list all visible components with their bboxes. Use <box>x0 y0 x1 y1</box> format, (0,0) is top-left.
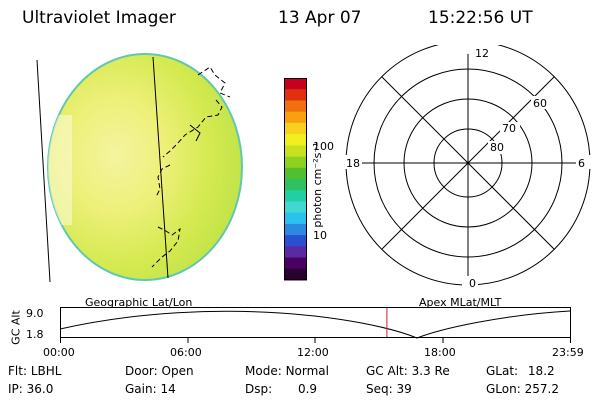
uv-earth-image <box>36 53 243 283</box>
glon-field: GLon: 257.2 <box>486 382 559 396</box>
altitude-plot-frame <box>60 307 571 338</box>
polar-diagonal <box>381 76 555 250</box>
mlat-label-60: 60 <box>533 97 547 110</box>
colorbar-block <box>284 235 307 247</box>
colorbar-block <box>284 78 307 90</box>
gain-label: Gain: <box>125 382 157 396</box>
door-field: Door: Open <box>125 364 194 378</box>
seq-value: 39 <box>396 382 412 396</box>
mode-label: Mode: <box>245 364 282 378</box>
colorbar-block <box>284 257 307 270</box>
alt-tick-9: 9.0 <box>26 307 44 320</box>
seq-label: Seq: <box>366 382 393 396</box>
mlt-label-18: 18 <box>346 157 360 170</box>
colorbar-block <box>284 201 307 214</box>
colorbar-tick-10: 10 <box>313 229 327 242</box>
gc-alt-field: GC Alt: 3.3 Re <box>366 364 450 378</box>
time-label: 15:22:56 UT <box>428 8 533 28</box>
x-tick-1800: 18:00 <box>424 346 456 359</box>
colorbar-block <box>284 89 307 101</box>
dsp-field: Dsp: 0.9 <box>245 382 317 396</box>
flt-value: LBHL <box>30 364 62 378</box>
mode-value: Normal <box>285 364 329 378</box>
apex-mlat-mlt-label: Apex MLat/MLT <box>419 296 502 309</box>
polar-mlat-mlt-plot <box>338 45 592 289</box>
gain-field: Gain: 14 <box>125 382 176 396</box>
gc-alt-label: GC Alt: <box>366 364 408 378</box>
ip-value: 36.0 <box>26 382 54 396</box>
mlat-label-70: 70 <box>502 122 516 135</box>
coastline <box>189 124 201 142</box>
seq-field: Seq: 39 <box>366 382 412 396</box>
x-tick-1200: 12:00 <box>297 346 329 359</box>
mlt-label-12: 12 <box>475 47 489 60</box>
colorbar-block <box>284 212 307 225</box>
flt-field: Flt: LBHL <box>8 364 61 378</box>
app-title: Ultraviolet Imager <box>22 8 176 28</box>
gain-value: 14 <box>160 382 176 396</box>
ip-label: IP: <box>8 382 23 396</box>
dsp-label: Dsp: <box>245 382 273 396</box>
colorbar-block <box>284 134 307 146</box>
glat-field: GLat: 18.2 <box>486 364 555 378</box>
mlt-label-0: 0 <box>469 277 476 290</box>
door-value: Open <box>161 364 194 378</box>
x-tick-0600: 06:00 <box>170 346 202 359</box>
glon-label: GLon: <box>486 382 521 396</box>
colorbar-block <box>284 246 307 259</box>
terminator-line-left <box>36 59 51 283</box>
colorbar-block <box>284 223 307 236</box>
colorbar-block <box>284 167 307 180</box>
glat-value: 18.2 <box>527 364 555 378</box>
earth-disk <box>47 53 243 281</box>
colorbar-block <box>284 190 307 202</box>
colorbar-block <box>284 156 307 169</box>
colorbar-block <box>284 145 307 158</box>
altitude-orbit-plot <box>60 307 571 343</box>
glon-value: 257.2 <box>524 382 559 396</box>
dsp-value: 0.9 <box>297 382 318 396</box>
colorbar-block <box>284 268 307 281</box>
alt-tick-1_8: 1.8 <box>26 328 44 341</box>
color-scale-bar <box>284 78 307 281</box>
mode-field: Mode: Normal <box>245 364 329 378</box>
mlt-label-6: 6 <box>578 157 585 170</box>
terminator-line-right <box>152 56 169 279</box>
ip-field: IP: 36.0 <box>8 382 53 396</box>
flt-label: Flt: <box>8 364 27 378</box>
geo-latlon-label: Geographic Lat/Lon <box>85 296 193 309</box>
date-label: 13 Apr 07 <box>278 8 362 28</box>
mlat-label-80: 80 <box>490 141 504 154</box>
x-tick-2359: 23:59 <box>552 346 584 359</box>
door-label: Door: <box>125 364 158 378</box>
altitude-curve <box>60 310 571 339</box>
x-tick-0000: 00:00 <box>43 346 75 359</box>
colorbar-tick-100: 100 <box>313 140 334 153</box>
colorbar-block <box>284 100 307 113</box>
dayside-glow <box>48 115 72 225</box>
gc-alt-axis-title: GC Alt <box>9 310 23 345</box>
colorbar-block <box>284 111 307 124</box>
colorbar-block <box>284 179 307 191</box>
colorbar-unit-label: photon cm⁻²s⁻¹ <box>311 142 324 228</box>
glat-label: GLat: <box>486 364 519 378</box>
colorbar-block <box>284 122 307 135</box>
coastline <box>151 66 231 268</box>
gc-alt-value: 3.3 Re <box>411 364 450 378</box>
